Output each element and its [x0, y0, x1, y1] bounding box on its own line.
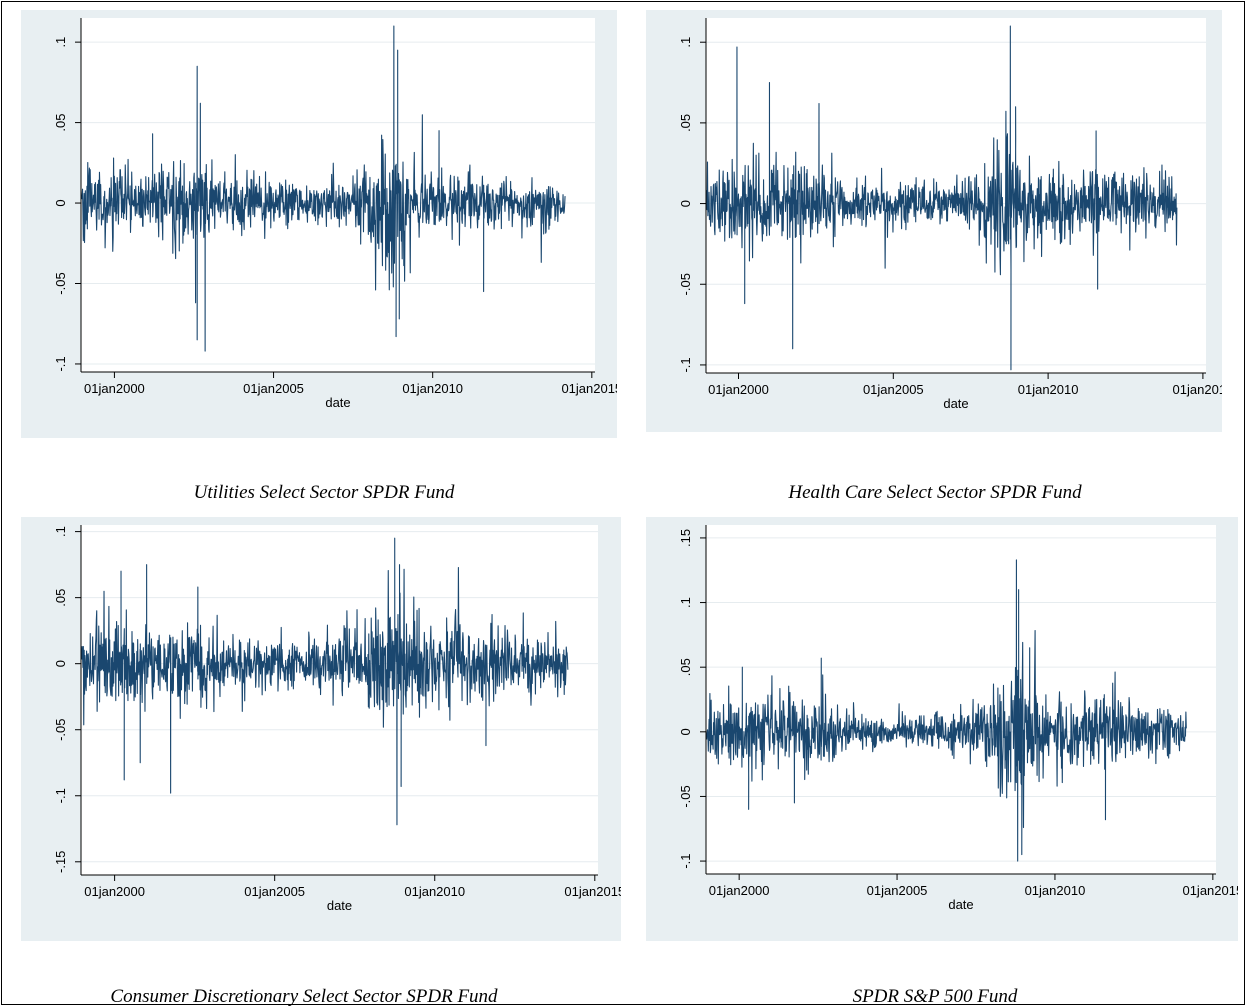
caption-spdr-sp500: SPDR S&P 500 Fund [852, 986, 1018, 1007]
y-tick-label: .05 [678, 658, 693, 676]
x-axis-title: date [948, 897, 973, 912]
caption-health-care: Health Care Select Sector SPDR Fund [788, 482, 1082, 503]
plot-area [81, 525, 598, 875]
y-tick-label: 0 [678, 200, 693, 207]
x-tick-label: 01jan2005 [863, 382, 924, 397]
y-tick-label: -.05 [678, 273, 693, 295]
y-tick-label: .1 [53, 37, 68, 48]
chart-svg: -.1 -.05 0 .05 .1 01jan2000 01jan2005 01jan2010… [646, 10, 1222, 432]
y-tick-label: .15 [678, 529, 693, 547]
x-axis-title: date [327, 898, 352, 913]
y-tick-label: -.05 [53, 272, 68, 294]
y-tick-label: -.15 [53, 851, 68, 873]
x-tick-label: 01jan2010 [1025, 883, 1086, 898]
y-tick-label: .1 [678, 37, 693, 48]
y-tick-label: -.1 [53, 356, 68, 371]
x-tick-label: 01jan2010 [404, 884, 465, 899]
plot-area [706, 525, 1216, 874]
x-tick-label: 01jan2000 [84, 884, 145, 899]
chart-svg: -.1 -.05 0 .05 .1 01jan2000 01jan2005 01jan2010… [21, 10, 617, 438]
x-tick-label: 01jan2005 [243, 381, 304, 396]
series-line [81, 25, 566, 352]
series-line [706, 25, 1178, 371]
chart-panel-spdr-sp500: -.1 -.05 0 .05 .1 .15 01jan2000 01jan2005 01jan2… [646, 517, 1238, 941]
x-tick-label: 01jan2015 [561, 381, 617, 396]
caption-utilities: Utilities Select Sector SPDR Fund [193, 482, 455, 503]
y-tick-label: -.05 [678, 785, 693, 807]
x-tick-label: 01jan2015 [564, 884, 621, 899]
y-tick-label: -.1 [678, 357, 693, 372]
y-tick-label: .05 [53, 589, 68, 607]
x-tick-label: 01jan2015 [1182, 883, 1238, 898]
series-line [81, 537, 569, 826]
y-tick-label: 0 [678, 728, 693, 735]
chart-svg: -.1 -.05 0 .05 .1 .15 01jan2000 01jan2005 01jan2… [646, 517, 1238, 941]
x-tick-label: 01jan2010 [402, 381, 463, 396]
x-tick-label: 01jan2000 [708, 382, 769, 397]
y-tick-label: -.1 [678, 853, 693, 868]
y-tick-label: 0 [53, 199, 68, 206]
x-tick-label: 01jan2015 [1173, 382, 1222, 397]
x-tick-label: 01jan2000 [709, 883, 770, 898]
chart-panel-utilities: -.1 -.05 0 .05 .1 01jan2000 01jan2005 01jan2010… [21, 10, 617, 438]
series-line [706, 559, 1187, 862]
y-tick-label: .05 [678, 114, 693, 132]
x-tick-label: 01jan2005 [867, 883, 928, 898]
x-axis-title: date [325, 395, 350, 410]
x-axis-title: date [943, 396, 968, 411]
y-tick-label: .1 [53, 526, 68, 537]
chart-svg: -.15 -.1 -.05 0 .05 .1 01jan2000 01jan2005 01jan… [21, 517, 621, 941]
x-tick-label: 01jan2005 [244, 884, 305, 899]
y-tick-label: 0 [53, 660, 68, 667]
y-tick-label: -.1 [53, 788, 68, 803]
chart-panel-consumer-discretionary: -.15 -.1 -.05 0 .05 .1 01jan2000 01jan2005 01jan… [21, 517, 621, 941]
y-tick-label: -.05 [53, 719, 68, 741]
y-tick-label: .05 [53, 114, 68, 132]
x-tick-label: 01jan2010 [1018, 382, 1079, 397]
y-tick-label: .1 [678, 597, 693, 608]
caption-consumer-discretionary: Consumer Discretionary Select Sector SPD… [110, 986, 498, 1007]
chart-panel-health-care: -.1 -.05 0 .05 .1 01jan2000 01jan2005 01jan2010… [646, 10, 1222, 432]
x-tick-label: 01jan2000 [84, 381, 145, 396]
